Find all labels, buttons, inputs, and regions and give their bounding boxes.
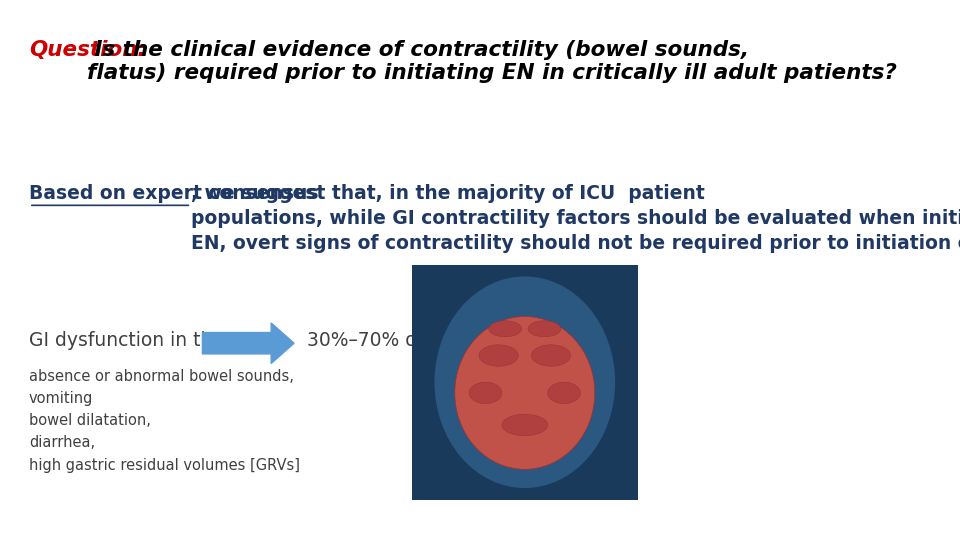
Text: 30%–70% of patients: 30%–70% of patients (307, 332, 506, 350)
Text: Is the clinical evidence of contractility (bowel sounds,
flatus) required prior : Is the clinical evidence of contractilit… (86, 40, 897, 83)
Ellipse shape (502, 414, 548, 436)
Ellipse shape (531, 345, 570, 366)
Text: Question:: Question: (29, 40, 146, 60)
Polygon shape (203, 323, 294, 363)
FancyBboxPatch shape (412, 265, 637, 500)
Text: GI dysfunction in the ICU: GI dysfunction in the ICU (29, 332, 262, 350)
Ellipse shape (469, 382, 502, 403)
Text: Based on expert consensus: Based on expert consensus (29, 185, 319, 204)
Ellipse shape (489, 321, 521, 337)
Ellipse shape (435, 276, 615, 488)
Text: , we suggest that, in the majority of ICU  patient
populations, while GI contrac: , we suggest that, in the majority of IC… (191, 185, 960, 253)
Text: absence or abnormal bowel sounds,
vomiting
bowel dilatation,
diarrhea,
high gast: absence or abnormal bowel sounds, vomiti… (29, 369, 300, 472)
Ellipse shape (528, 321, 561, 337)
Ellipse shape (455, 316, 595, 469)
Ellipse shape (548, 382, 581, 403)
Ellipse shape (479, 345, 518, 366)
